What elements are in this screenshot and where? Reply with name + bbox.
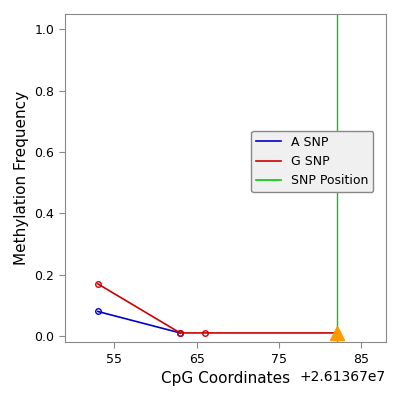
Legend: A SNP, G SNP, SNP Position: A SNP, G SNP, SNP Position (251, 131, 374, 192)
X-axis label: CpG Coordinates: CpG Coordinates (161, 371, 290, 386)
Y-axis label: Methylation Frequency: Methylation Frequency (14, 91, 29, 265)
